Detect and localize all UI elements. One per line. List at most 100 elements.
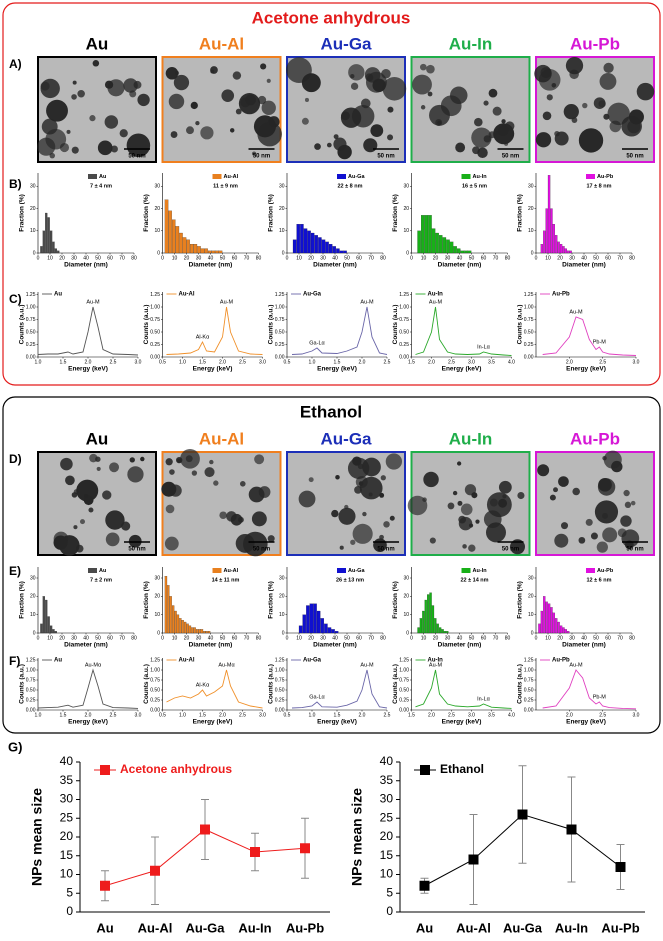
- histogram-bar: [215, 250, 219, 254]
- histogram-bar: [439, 235, 443, 254]
- x-tick-label: 80: [131, 635, 137, 641]
- nanoparticle: [89, 453, 98, 463]
- x-tick-label: 0: [535, 635, 538, 641]
- x-tick-label: 20: [184, 255, 190, 261]
- histogram-bar: [557, 241, 560, 254]
- nanoparticle: [498, 480, 512, 494]
- legend-swatch: [586, 174, 595, 179]
- x-tick-label: 20: [557, 635, 563, 641]
- histogram-bar: [218, 250, 223, 254]
- histogram-bar: [428, 215, 432, 254]
- histogram-bar: [334, 631, 339, 634]
- y-tick-label: 0.50: [399, 329, 409, 335]
- nanoparticle: [204, 467, 215, 478]
- histogram-bar: [175, 226, 180, 254]
- histogram-bar: [181, 620, 184, 634]
- nanoparticle: [362, 457, 381, 477]
- histogram-bar: [417, 627, 420, 634]
- histogram-bar: [343, 250, 347, 254]
- x-tick-label: 30: [569, 255, 575, 261]
- x-tick-label: 0: [535, 255, 538, 261]
- x-tick-label: 80: [256, 255, 262, 261]
- y-tick-label: 1.00: [399, 304, 409, 310]
- nanoparticle: [102, 490, 112, 500]
- y-tick-label: 30: [30, 575, 36, 581]
- x-tick-label: 1.5: [199, 359, 206, 365]
- histogram-bar: [446, 631, 449, 634]
- histogram-bar: [431, 228, 436, 254]
- x-tick-label: 40: [83, 635, 89, 641]
- data-point: [100, 880, 110, 891]
- y-tick-label: 0.50: [150, 329, 160, 335]
- y-tick-label: 1.00: [26, 667, 36, 673]
- nanoparticle: [126, 133, 151, 158]
- spectrum-line: [37, 306, 139, 356]
- x-tick-label: 0: [410, 255, 413, 261]
- histogram-bar: [193, 627, 196, 634]
- y-tick-label: 0.00: [399, 707, 409, 713]
- histogram-bar: [550, 208, 553, 254]
- x-tick-label: 70: [244, 255, 250, 261]
- legend-label: Au-Pb: [552, 292, 570, 298]
- nanoparticle: [121, 521, 131, 531]
- nanoparticle: [549, 494, 556, 501]
- histogram-bar: [309, 603, 314, 634]
- x-tick-label: 3.0: [259, 359, 266, 365]
- y-tick-label: 1.00: [150, 304, 160, 310]
- y-tick-label: 0.00: [524, 707, 534, 713]
- y-tick-label: 0: [386, 904, 393, 918]
- nanoparticle: [210, 69, 215, 74]
- nanoparticle: [558, 476, 569, 487]
- legend-label: Au-In: [473, 568, 488, 574]
- y-tick-label: 20: [279, 206, 285, 212]
- nanoparticle: [333, 134, 339, 140]
- histogram-bar: [292, 239, 297, 254]
- y-tick-label: 0.75: [399, 677, 409, 683]
- nanoparticle: [362, 511, 367, 517]
- row-label: B): [9, 177, 22, 191]
- x-tick-label: 10: [421, 255, 427, 261]
- x-tick-label: 10: [296, 635, 302, 641]
- nanoparticle: [308, 477, 314, 483]
- histogram-bar: [543, 230, 546, 254]
- y-tick-label: 1.25: [524, 657, 534, 663]
- x-tick-label: 2.0: [359, 359, 366, 365]
- spectrum-line: [166, 306, 263, 355]
- y-axis-label: Fraction (%): [143, 194, 150, 232]
- histogram-bar: [298, 625, 303, 634]
- histogram-bar: [424, 215, 429, 254]
- histogram-bar: [40, 246, 43, 254]
- histogram-bar: [567, 250, 570, 254]
- x-tick-label: 70: [493, 255, 499, 261]
- x-tick-label: 0.5: [159, 359, 166, 365]
- histogram-bar: [540, 610, 543, 634]
- nanoparticle: [105, 532, 120, 547]
- legend-label: Au-Al: [224, 568, 239, 574]
- histogram-bar: [164, 576, 168, 634]
- histogram-bar: [52, 241, 55, 254]
- histogram-bar: [314, 235, 319, 254]
- nanoparticle: [168, 93, 185, 110]
- x-tick-label: 50: [469, 635, 475, 641]
- x-tick-label: 2.5: [384, 712, 391, 718]
- nanoparticle: [593, 97, 606, 110]
- nanoparticle: [261, 100, 276, 115]
- y-tick-label: 0.50: [26, 687, 36, 693]
- x-tick-label: 20: [184, 635, 190, 641]
- nanoparticle: [498, 498, 508, 508]
- nanoparticle: [123, 78, 138, 93]
- peak-label: Al-Kα: [196, 682, 210, 688]
- histogram-bar: [54, 248, 57, 254]
- legend-label: Au-Ga: [348, 174, 365, 180]
- y-tick-label: 30: [154, 575, 160, 581]
- x-axis-label: Diameter (nm): [438, 262, 482, 269]
- legend-label: Au-Pb: [597, 174, 614, 180]
- y-tick-label: 0.00: [399, 354, 409, 360]
- x-tick-label: Au-Ga: [503, 920, 543, 935]
- y-axis-label: Fraction (%): [517, 194, 524, 232]
- y-axis-label: Counts (a.u.): [268, 305, 275, 345]
- y-tick-label: 0.25: [26, 342, 36, 348]
- y-tick-label: 0.00: [150, 707, 160, 713]
- nanoparticle: [191, 470, 198, 476]
- nanoparticle: [72, 80, 77, 85]
